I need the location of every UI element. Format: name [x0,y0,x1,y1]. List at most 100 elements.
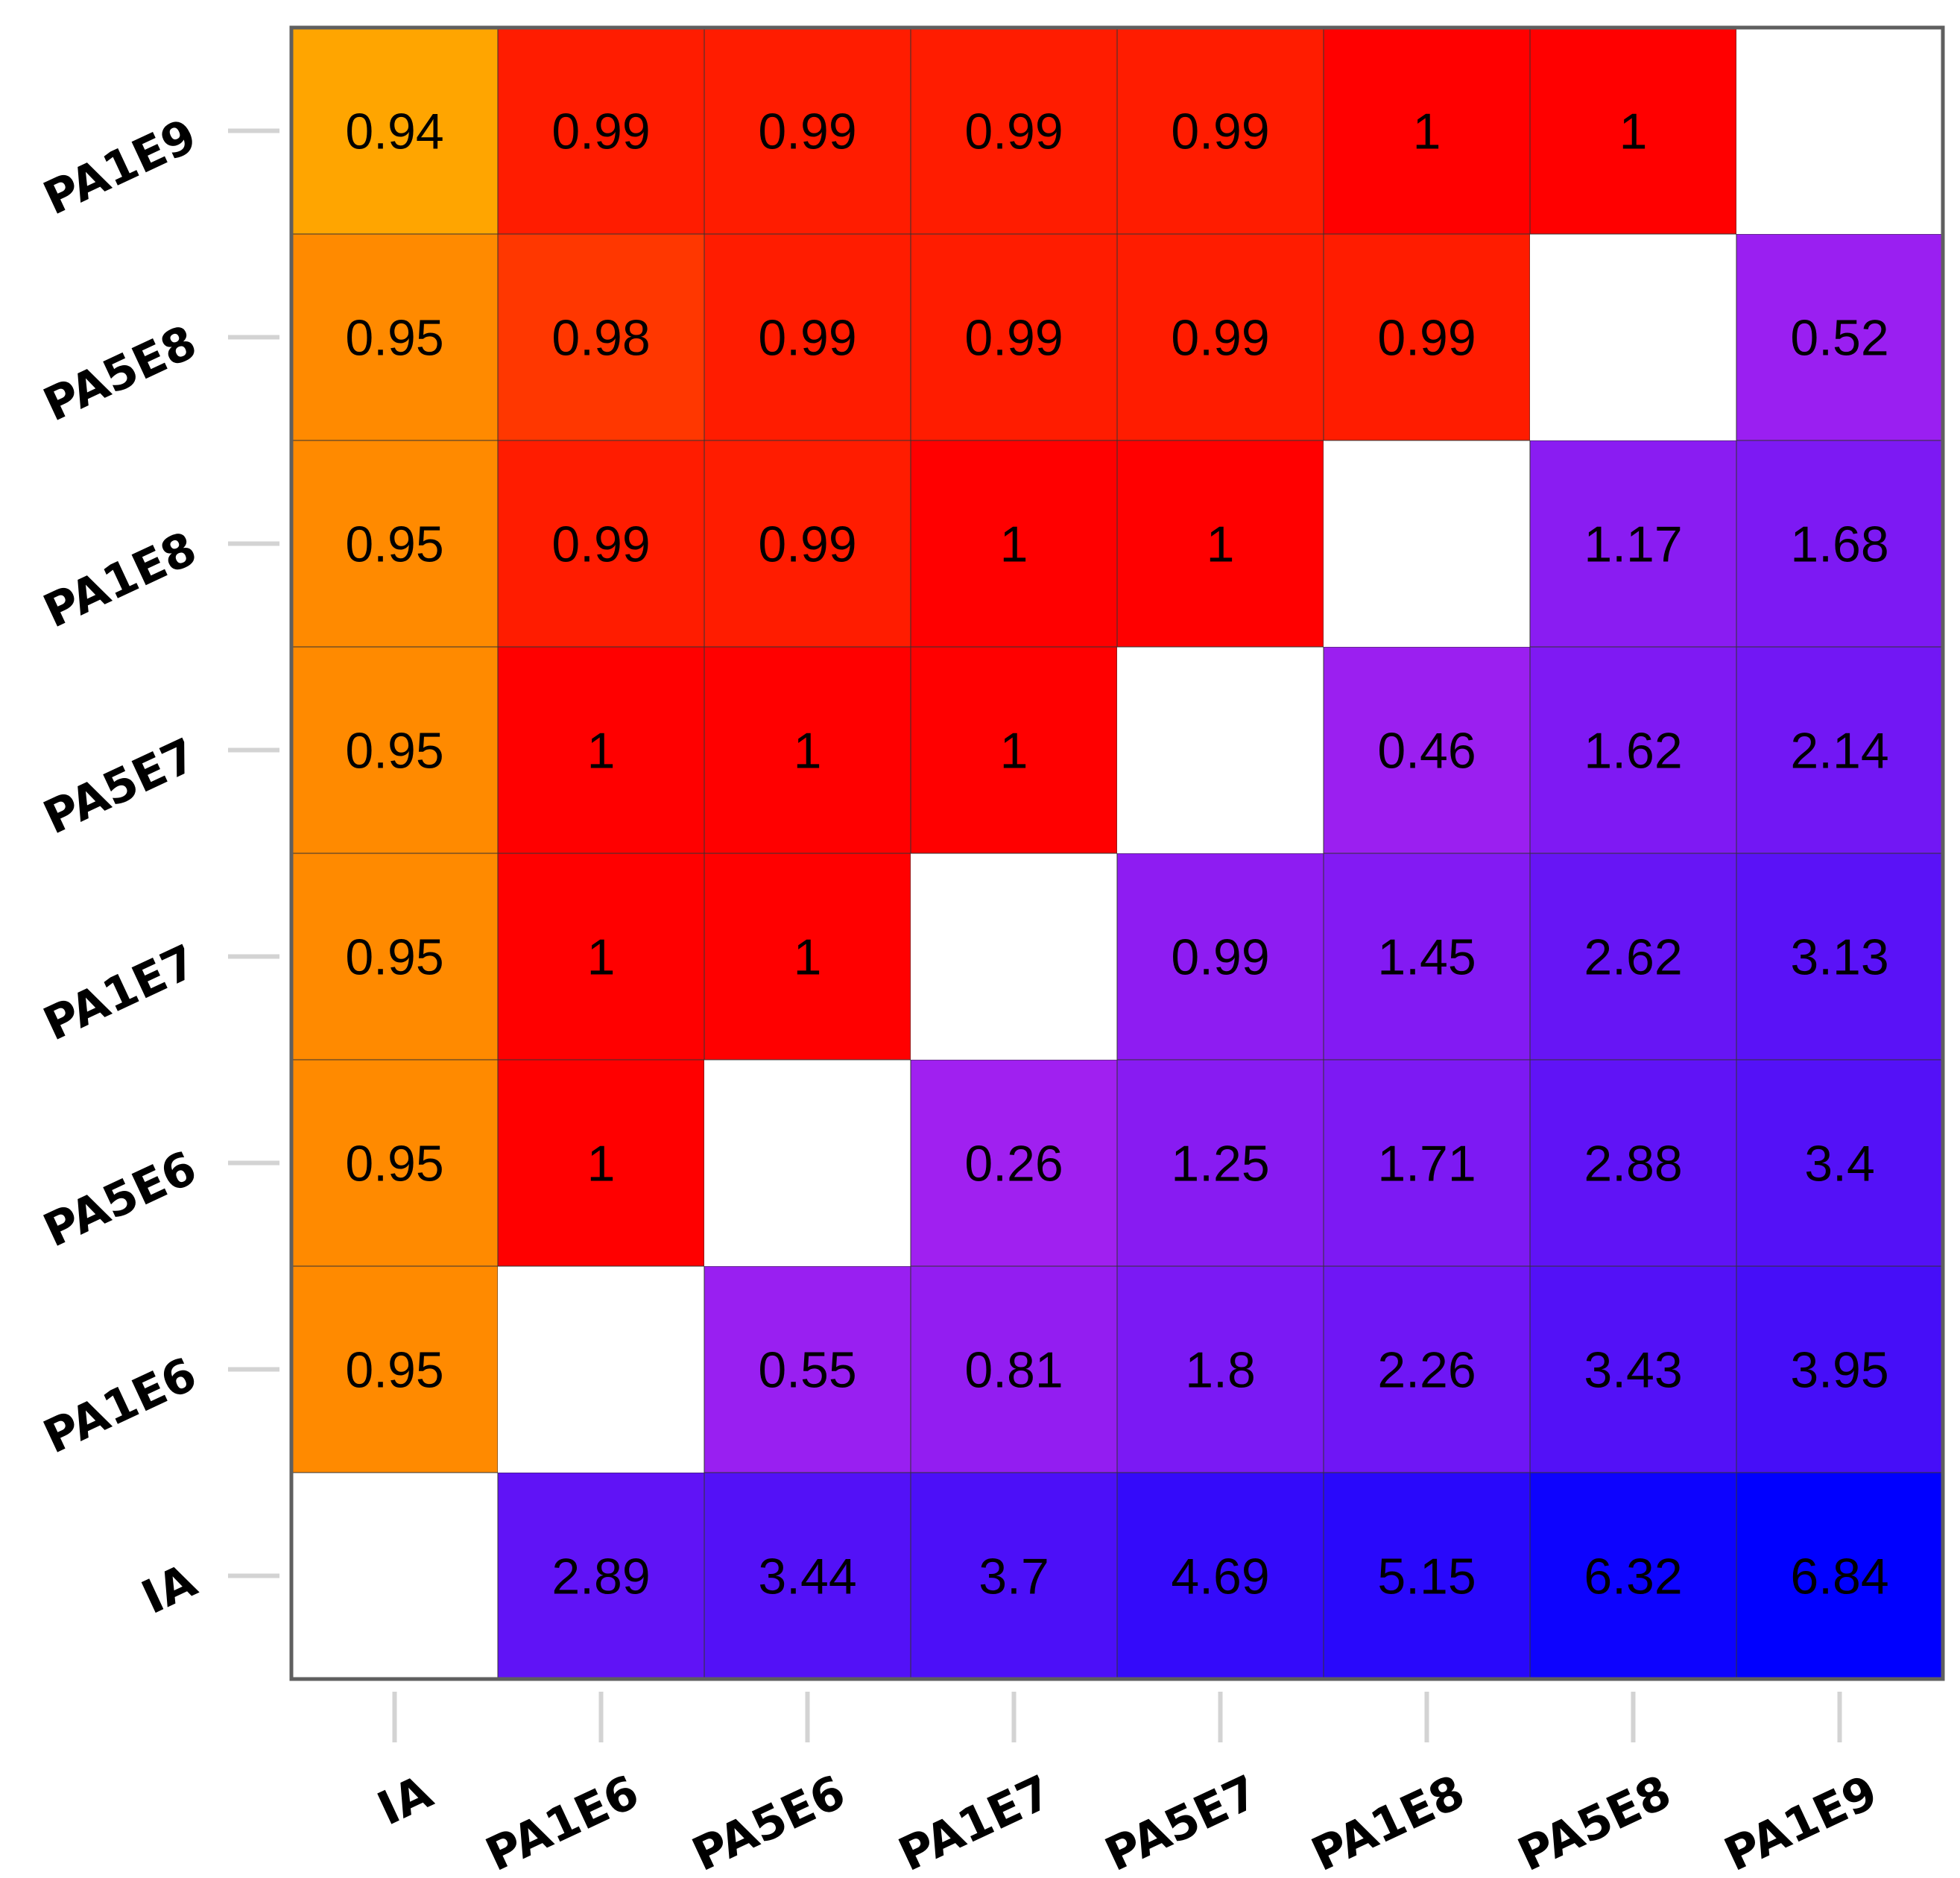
heatmap-cell [704,646,911,854]
heatmap-cell [497,1472,705,1680]
heatmap-cell [1529,1059,1737,1267]
cell-value-label: 0.95 [345,516,443,573]
cell-value-label: 2.88 [1584,1136,1682,1192]
cell-value-label: 1 [794,723,822,780]
heatmap-cell [1323,1059,1531,1267]
cell-value-label: 6.32 [1584,1549,1682,1605]
cell-value-label: 1.17 [1584,516,1682,573]
cell-value-label: 0.99 [758,516,856,573]
y-tick-label: PA5E6 [35,1140,204,1258]
heatmap-cell [910,233,1118,441]
heatmap-cell [910,1265,1118,1473]
cell-value-label: 1 [587,723,616,780]
heatmap-cell [497,646,705,854]
cell-value-label: 1.68 [1790,516,1888,573]
cell-value-label: 2.62 [1584,929,1682,986]
x-tick-label: PA1E9 [1716,1764,1885,1878]
heatmap-cell [910,27,1118,235]
heatmap-cell [497,1059,705,1267]
y-tick-label: PA5E8 [35,314,204,432]
heatmap-cells [291,27,1944,1680]
heatmap-cell [291,646,499,854]
x-tick-label: PA1E8 [1303,1764,1473,1878]
x-tick-label: PA5E8 [1510,1764,1679,1878]
cell-value-label: 4.69 [1171,1549,1269,1605]
cell-value-label: 1 [1207,516,1235,573]
cell-value-label: 0.99 [758,104,856,160]
heatmap-cell [1323,233,1531,441]
cell-value-label: 3.7 [979,1549,1049,1605]
heatmap-cell [704,1472,911,1680]
heatmap-cell [910,440,1118,648]
y-tick-label: PA1E7 [35,934,204,1052]
cell-value-label: 1.62 [1584,723,1682,780]
x-tick-label: PA1E6 [478,1764,647,1878]
heatmap-cell [291,1059,499,1267]
cell-value-label: 0.95 [345,1342,443,1399]
heatmap-cell [497,853,705,1060]
cell-value-label: 3.4 [1804,1136,1875,1192]
cell-value-label: 0.55 [758,1342,856,1399]
cell-value-label: 1 [1000,723,1028,780]
y-tick-label: IA [133,1553,204,1625]
heatmap-cell [911,853,1117,1060]
heatmap-cell [1324,440,1530,647]
cell-value-label: 1.8 [1185,1342,1256,1399]
cell-value-label: 0.98 [551,310,650,367]
heatmap-cell [1736,233,1944,441]
heatmap-cell [704,1265,911,1473]
heatmap-cell [1323,853,1531,1060]
cell-value-label: 2.26 [1377,1342,1476,1399]
heatmap-cell [704,1060,911,1266]
plot-frame [289,25,1945,1681]
heatmap-cell [1116,853,1324,1060]
heatmap-cell [291,1473,498,1679]
cell-value-label: 0.99 [964,310,1063,367]
y-axis: IA PA1E6 PA5E6 PA1E7 PA5E7 PA1E8 PA5E8 PA1E9 [35,108,279,1625]
heatmap-cell [1529,646,1737,854]
y-tick-label: PA1E9 [35,108,204,226]
cell-value-label: 0.99 [1171,310,1269,367]
cell-value-label: 1 [1000,516,1028,573]
cell-value-label: 3.95 [1790,1342,1888,1399]
cell-value-label: 0.95 [345,310,443,367]
y-tick-label: PA1E8 [35,521,204,639]
heatmap-cell [1323,1472,1531,1680]
cell-value-label: 0.99 [1171,104,1269,160]
x-tick-label: PA5E6 [684,1764,853,1878]
heatmap-cell [497,440,705,648]
cell-value-label: 0.95 [345,1136,443,1192]
heatmap-cell [1529,27,1737,235]
heatmap-cell [291,27,499,235]
heatmap-cell [1530,234,1736,440]
x-tick-label: PA5E7 [1097,1764,1266,1878]
cell-value-label: 3.43 [1584,1342,1682,1399]
x-axis: IA PA1E6 PA5E6 PA1E7 PA5E7 PA1E8 PA5E8 PA1E9 [370,1692,1885,1878]
cell-value-label: 1 [587,929,616,986]
heatmap-cell [1736,1472,1944,1680]
cell-value-label: 1 [794,929,822,986]
cell-value-label: 1 [587,1136,616,1192]
heatmap-cell [498,1266,704,1473]
heatmap-cell [1117,647,1324,853]
cell-value-label: 0.99 [964,104,1063,160]
heatmap-cell [291,1265,499,1473]
heatmap-cell [1116,27,1324,235]
cell-value-label: 6.84 [1790,1549,1888,1605]
heatmap-cell [1116,1472,1324,1680]
heatmap-cell-labels: 2.89 3.44 3.7 4.69 5.15 6.32 6.84 0.95 0.55 0.81 1… [345,104,1888,1605]
cell-value-label: 0.26 [964,1136,1063,1192]
heatmap-cell [291,233,499,441]
heatmap-cell [704,233,911,441]
heatmap-cell [1116,233,1324,441]
heatmap-cell [704,440,911,648]
heatmap-cell [1529,440,1737,648]
cell-value-label: 2.89 [551,1549,650,1605]
cell-value-label: 0.99 [758,310,856,367]
x-tick-label: IA [370,1764,440,1836]
heatmap-cell [497,233,705,441]
cell-value-label: 0.81 [964,1342,1063,1399]
cell-value-label: 0.95 [345,929,443,986]
cell-value-label: 0.46 [1377,723,1476,780]
